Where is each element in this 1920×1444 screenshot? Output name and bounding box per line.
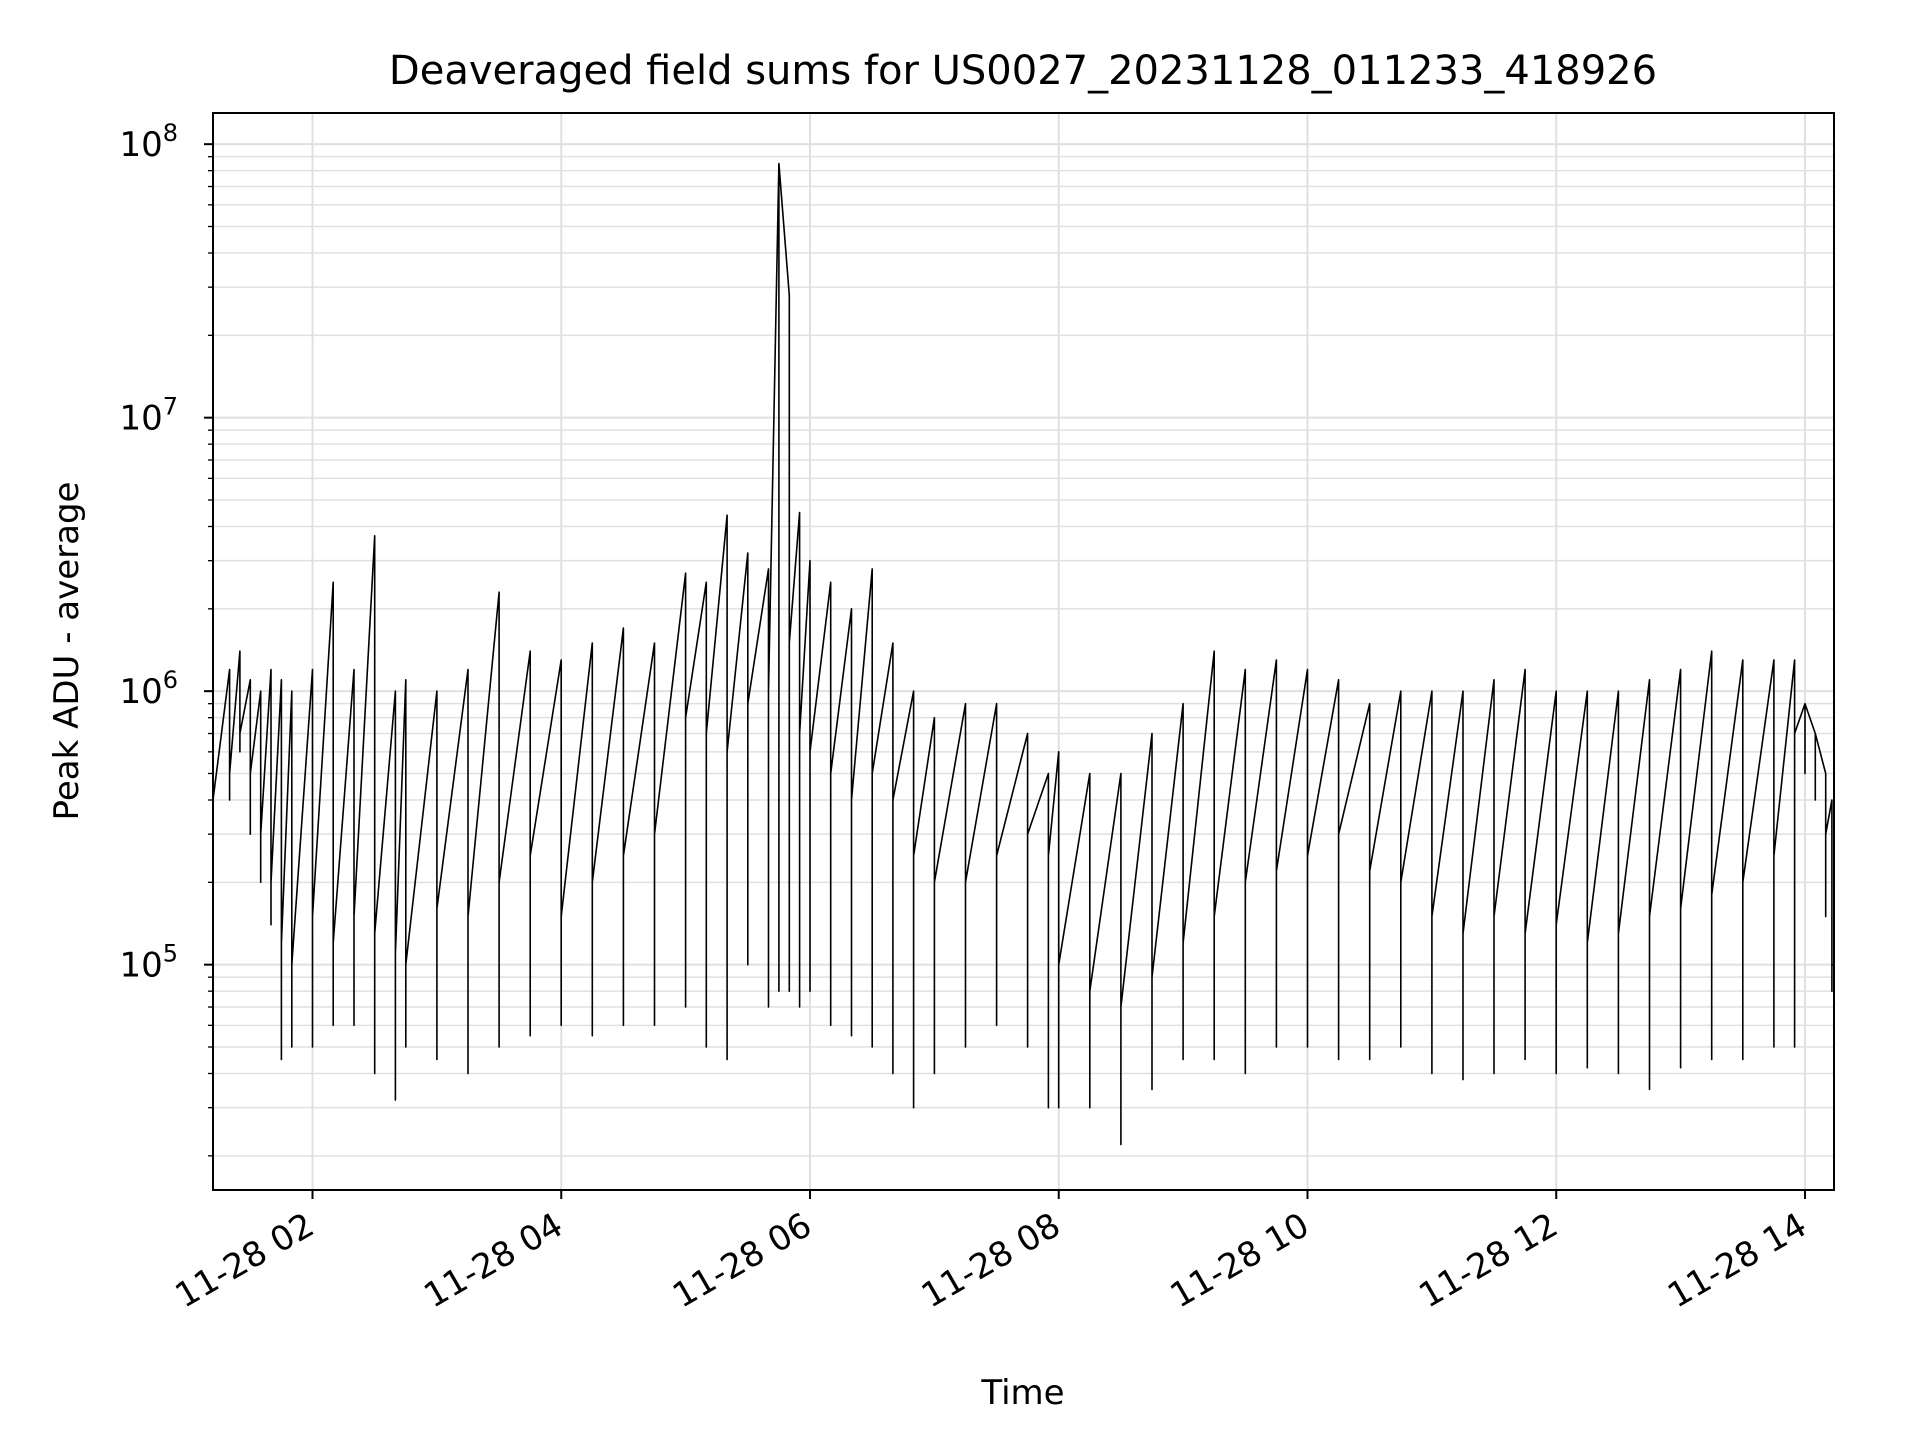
chart-title: Deaveraged field sums for US0027_2023112… [389,48,1657,94]
series-layer [212,162,1835,1146]
y-tick-label: 105 [119,940,178,986]
series-line [212,162,1835,1146]
y-axis-label: Peak ADU - average [47,482,87,821]
y-tick-label: 106 [119,666,178,712]
y-tick-label: 107 [119,393,178,439]
x-axis-label: Time [980,1373,1064,1413]
grid-lines [213,113,1834,1190]
y-tick-label: 108 [119,119,178,165]
plot-frame [212,112,1835,1191]
